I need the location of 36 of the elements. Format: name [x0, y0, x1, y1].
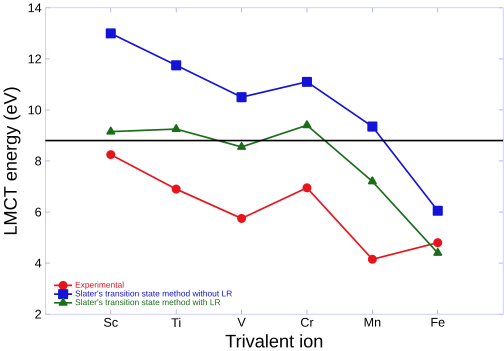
y-tick-label: 10	[28, 105, 42, 114]
y-tick-label: 2	[35, 310, 42, 319]
x-tick-label: Mn	[364, 318, 380, 327]
point	[302, 76, 312, 87]
point	[106, 150, 116, 160]
y-tick-label: 12	[28, 54, 42, 64]
point	[368, 254, 377, 264]
x-axis-title: Trivalent ion	[226, 334, 322, 348]
point	[237, 214, 246, 223]
point	[432, 206, 443, 216]
point	[236, 92, 247, 102]
point	[106, 28, 116, 38]
point	[171, 60, 182, 70]
y-axis-title: LMCT energy (eV)	[3, 87, 20, 234]
legend-label: Slater's transition state method with LR	[75, 298, 220, 306]
y-tick-label: 6	[35, 208, 42, 216]
y-tick-label: 14	[28, 3, 42, 12]
x-tick-label: Cr	[300, 318, 314, 327]
legend-label: Slater's transition state method without LR	[75, 290, 232, 296]
point	[433, 248, 442, 256]
x-tick-label: Ti	[171, 318, 180, 327]
y-tick-label: 4	[34, 258, 42, 268]
point	[237, 142, 246, 150]
point	[433, 238, 442, 248]
point	[368, 176, 377, 184]
point	[172, 124, 181, 132]
point	[302, 120, 312, 128]
legend-label: Experimental	[76, 282, 124, 290]
point	[106, 126, 116, 135]
point	[367, 121, 378, 132]
x-tick-label: Fe	[431, 318, 445, 327]
point	[302, 183, 312, 192]
x-tick-label: Sc	[104, 318, 118, 327]
x-tick-label: V	[237, 318, 246, 327]
y-tick-label: 8	[35, 156, 42, 166]
point	[172, 184, 181, 194]
